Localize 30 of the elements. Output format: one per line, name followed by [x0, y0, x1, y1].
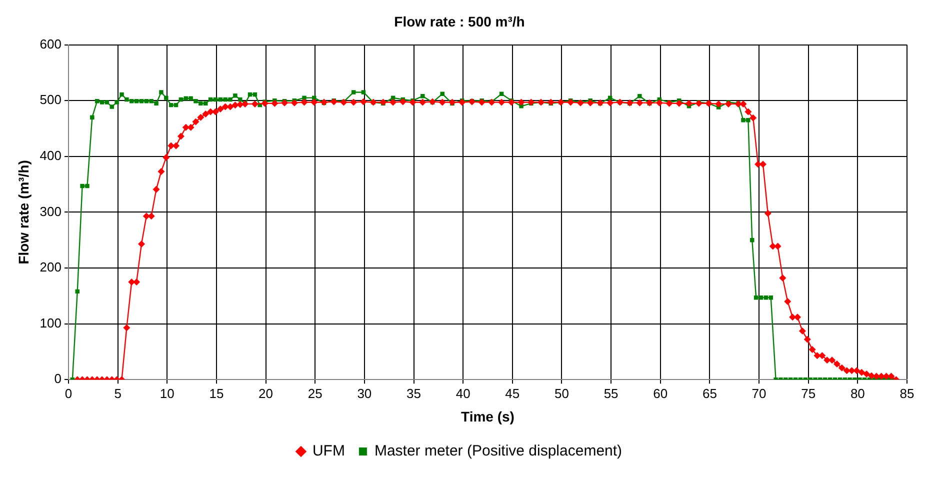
y-tick-label: 100 — [40, 315, 62, 330]
x-tick-label: 10 — [160, 386, 174, 401]
x-tick-label: 60 — [653, 386, 668, 401]
x-tick-label: 50 — [554, 386, 569, 401]
y-tick-label: 500 — [40, 92, 62, 108]
y-tick-label: 300 — [40, 204, 62, 219]
x-tick-label: 5 — [114, 386, 122, 401]
x-tick-label: 70 — [752, 386, 766, 401]
legend-label: Master meter (Positive displacement) — [374, 442, 622, 460]
chart-title: Flow rate : 500 m³/h — [394, 13, 525, 30]
y-tick-label: 200 — [40, 260, 62, 275]
x-tick-label: 80 — [850, 386, 865, 401]
x-tick-label: 75 — [801, 386, 816, 401]
legend-label: UFM — [312, 442, 345, 460]
x-tick-label: 65 — [702, 386, 717, 401]
x-tick-label: 40 — [456, 386, 470, 401]
x-tick-label: 35 — [406, 386, 421, 401]
x-tick-label: 55 — [604, 386, 618, 401]
x-tick-label: 45 — [505, 386, 520, 401]
x-tick-label: 85 — [900, 386, 914, 401]
x-tick-label: 30 — [357, 386, 372, 401]
y-axis-title: Flow rate (m³/h) — [15, 160, 32, 264]
x-tick-label: 15 — [209, 386, 224, 401]
x-tick-label: 0 — [64, 386, 72, 401]
y-tick-label: 600 — [40, 36, 62, 52]
y-tick-label: 400 — [40, 148, 62, 163]
x-tick-label: 25 — [308, 386, 322, 401]
x-tick-label: 20 — [258, 386, 274, 401]
y-tick-label: 0 — [54, 371, 62, 386]
x-axis-title: Time (s) — [461, 408, 514, 424]
